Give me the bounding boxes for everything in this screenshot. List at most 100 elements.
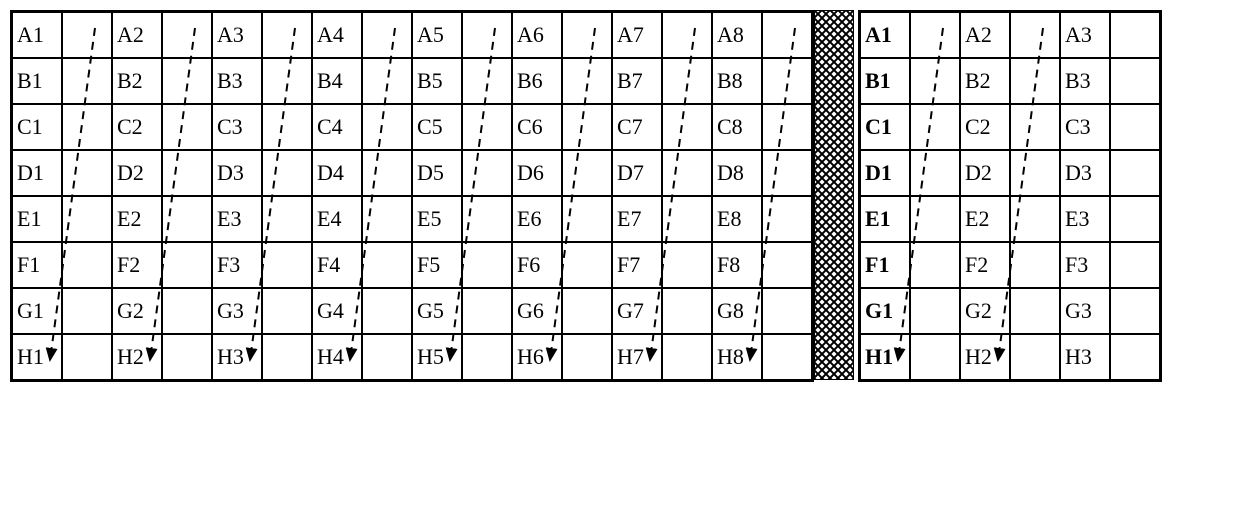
- cell-blank: [362, 334, 412, 380]
- cell-blank: [162, 150, 212, 196]
- cell-blank: [462, 334, 512, 380]
- cell-blank: [762, 104, 812, 150]
- cell-blank: [162, 12, 212, 58]
- cell-label: C8: [712, 104, 762, 150]
- cell-label: E4: [312, 196, 362, 242]
- cell-blank: [262, 58, 312, 104]
- cell-label: C5: [412, 104, 462, 150]
- cell-label: H3: [212, 334, 262, 380]
- cell-blank: [762, 242, 812, 288]
- cell-label: D7: [612, 150, 662, 196]
- cell-blank: [562, 288, 612, 334]
- cell-blank: [1010, 12, 1060, 58]
- cell-label: D3: [1060, 150, 1110, 196]
- cell-label: B3: [212, 58, 262, 104]
- cell-label: H7: [612, 334, 662, 380]
- cell-blank: [1010, 58, 1060, 104]
- cell-blank: [162, 104, 212, 150]
- cell-blank: [910, 104, 960, 150]
- cell-blank: [762, 58, 812, 104]
- cell-label: C2: [960, 104, 1010, 150]
- cell-blank: [262, 12, 312, 58]
- cell-blank: [62, 334, 112, 380]
- cell-label: F7: [612, 242, 662, 288]
- cell-label: F8: [712, 242, 762, 288]
- cell-blank: [462, 242, 512, 288]
- cell-blank: [262, 334, 312, 380]
- cell-blank: [262, 104, 312, 150]
- cell-label: A3: [1060, 12, 1110, 58]
- cell-blank: [62, 288, 112, 334]
- cell-blank: [562, 58, 612, 104]
- cell-blank: [662, 150, 712, 196]
- cell-blank: [562, 334, 612, 380]
- cell-blank: [910, 12, 960, 58]
- cell-blank: [1010, 242, 1060, 288]
- cell-blank: [362, 58, 412, 104]
- cell-blank: [162, 196, 212, 242]
- cell-label: D1: [12, 150, 62, 196]
- cell-label: G6: [512, 288, 562, 334]
- cell-blank: [362, 288, 412, 334]
- cell-blank: [262, 150, 312, 196]
- cell-label: H1: [860, 334, 910, 380]
- cell-label: A8: [712, 12, 762, 58]
- cell-label: H4: [312, 334, 362, 380]
- cell-label: F3: [212, 242, 262, 288]
- cell-blank: [662, 196, 712, 242]
- cell-label: D4: [312, 150, 362, 196]
- cell-blank: [910, 288, 960, 334]
- cell-label: A1: [860, 12, 910, 58]
- cell-label: C7: [612, 104, 662, 150]
- cell-blank: [562, 196, 612, 242]
- cell-blank: [62, 12, 112, 58]
- cell-blank: [1110, 150, 1160, 196]
- cell-blank: [1010, 104, 1060, 150]
- cell-blank: [910, 150, 960, 196]
- cell-label: H2: [960, 334, 1010, 380]
- cell-label: G3: [212, 288, 262, 334]
- right-grid: A1A2A3B1B2B3C1C2C3D1D2D3E1E2E3F1F2F3G1G2…: [858, 10, 1162, 382]
- cell-label: H5: [412, 334, 462, 380]
- cell-blank: [1110, 334, 1160, 380]
- cell-label: C6: [512, 104, 562, 150]
- cell-label: F1: [860, 242, 910, 288]
- cell-blank: [662, 12, 712, 58]
- cell-blank: [262, 288, 312, 334]
- cell-label: C3: [1060, 104, 1110, 150]
- cell-label: B3: [1060, 58, 1110, 104]
- cell-blank: [910, 242, 960, 288]
- cell-blank: [1110, 58, 1160, 104]
- cell-label: D6: [512, 150, 562, 196]
- cell-blank: [362, 12, 412, 58]
- cell-label: B6: [512, 58, 562, 104]
- cell-blank: [462, 196, 512, 242]
- cell-blank: [462, 150, 512, 196]
- cell-blank: [462, 58, 512, 104]
- cell-label: D8: [712, 150, 762, 196]
- cell-blank: [910, 196, 960, 242]
- cell-blank: [1010, 288, 1060, 334]
- cell-label: A6: [512, 12, 562, 58]
- cell-blank: [362, 242, 412, 288]
- cell-label: C1: [860, 104, 910, 150]
- cell-blank: [1110, 242, 1160, 288]
- cell-label: B1: [860, 58, 910, 104]
- cell-blank: [762, 334, 812, 380]
- cell-label: H8: [712, 334, 762, 380]
- cell-blank: [362, 196, 412, 242]
- cell-label: A4: [312, 12, 362, 58]
- cell-blank: [762, 288, 812, 334]
- cell-blank: [662, 288, 712, 334]
- cell-label: D2: [960, 150, 1010, 196]
- cell-label: A1: [12, 12, 62, 58]
- cell-label: B8: [712, 58, 762, 104]
- cell-blank: [1010, 196, 1060, 242]
- cell-blank: [762, 196, 812, 242]
- cell-label: D3: [212, 150, 262, 196]
- hatched-divider: [814, 10, 854, 380]
- cell-label: E2: [960, 196, 1010, 242]
- cell-label: C2: [112, 104, 162, 150]
- cell-blank: [62, 242, 112, 288]
- cell-blank: [62, 58, 112, 104]
